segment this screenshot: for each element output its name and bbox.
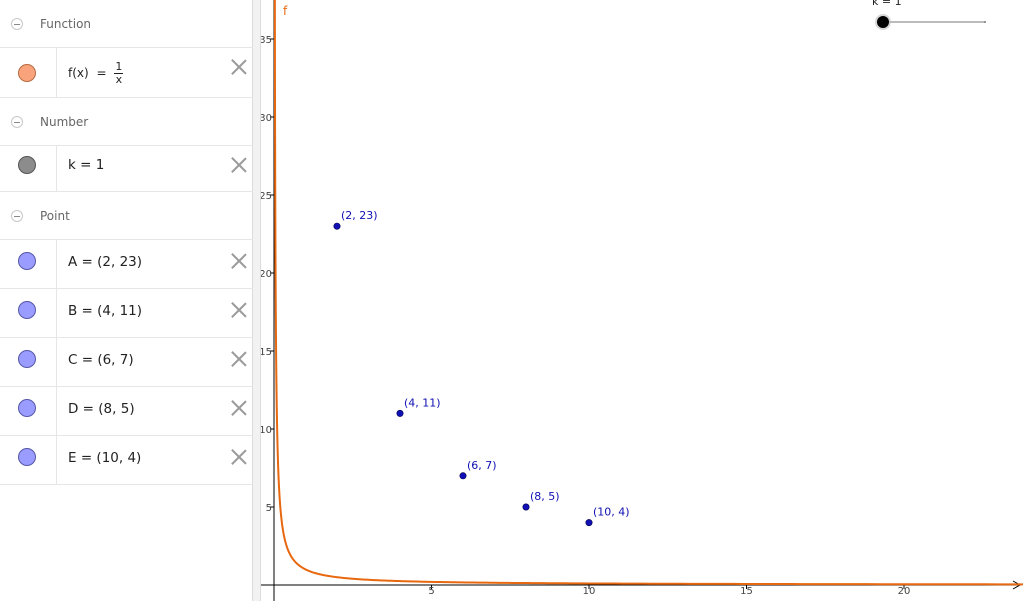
marble-cell <box>0 146 57 191</box>
algebra-row-function[interactable]: f(x) = 1 x <box>0 48 253 98</box>
visibility-marble-icon[interactable] <box>18 252 36 270</box>
algebra-row-point[interactable]: C = (6, 7) <box>0 338 253 387</box>
marble-cell <box>0 48 57 97</box>
slider-handle[interactable] <box>877 16 889 28</box>
slider-end <box>984 21 986 23</box>
delete-icon[interactable] <box>230 155 248 173</box>
algebra-view: Function f(x) = 1 x Number k = 1 Point A… <box>0 0 253 601</box>
point-marker[interactable] <box>522 503 530 511</box>
visibility-marble-icon[interactable] <box>18 448 36 466</box>
x-tick-label: 10 <box>583 586 596 597</box>
collapse-icon[interactable] <box>11 210 23 222</box>
point-definition[interactable]: A = (2, 23) <box>68 254 143 270</box>
collapse-icon[interactable] <box>11 18 23 30</box>
function-curve[interactable] <box>273 0 1023 586</box>
point-marker[interactable] <box>396 409 404 417</box>
y-tick-label: 15 <box>261 347 272 358</box>
point-label: (2, 23) <box>341 209 378 222</box>
marble-cell <box>0 387 57 435</box>
point-label: (10, 4) <box>593 506 630 519</box>
group-title-point: Point <box>40 209 70 223</box>
delete-icon[interactable] <box>230 57 248 75</box>
function-equals: = <box>96 66 107 80</box>
function-group-header[interactable]: Function <box>0 0 253 48</box>
graphics-view[interactable]: 510152025303540455101520253035 f (2, 23)… <box>261 0 1023 601</box>
slider-label: k = 1 <box>872 0 902 8</box>
delete-icon[interactable] <box>230 300 248 318</box>
number-definition[interactable]: k = 1 <box>68 157 105 173</box>
view-divider[interactable] <box>253 0 261 601</box>
function-fraction: 1 x <box>114 60 124 86</box>
point-label: (6, 7) <box>467 459 497 472</box>
function-definition[interactable]: f(x) = 1 x <box>68 60 124 86</box>
y-tick-label: 10 <box>261 425 272 436</box>
algebra-row-number[interactable]: k = 1 <box>0 146 253 192</box>
collapse-icon[interactable] <box>11 116 23 128</box>
point-marker[interactable] <box>459 472 467 480</box>
algebra-row-point[interactable]: B = (4, 11) <box>0 289 253 338</box>
point-definition[interactable]: C = (6, 7) <box>68 352 134 368</box>
y-tick-label: 5 <box>266 503 272 514</box>
y-tick-label: 30 <box>261 113 272 124</box>
y-tick-label: 25 <box>261 191 272 202</box>
point-definition[interactable]: D = (8, 5) <box>68 401 135 417</box>
tick-labels: 510152025303540455101520253035 <box>261 35 911 597</box>
delete-icon[interactable] <box>230 251 248 269</box>
axes <box>261 0 1022 601</box>
marble-cell <box>0 338 57 386</box>
x-tick-label: 5 <box>428 586 434 597</box>
visibility-marble-icon[interactable] <box>18 64 36 82</box>
points-layer: (2, 23) (4, 11) (6, 7) (8, 5) (10, 4) <box>333 209 630 527</box>
point-label: (4, 11) <box>404 396 441 409</box>
point-group-header[interactable]: Point <box>0 192 253 240</box>
marble-cell <box>0 240 57 288</box>
point-definition[interactable]: E = (10, 4) <box>68 450 142 466</box>
marble-cell <box>0 436 57 484</box>
fraction-denominator: x <box>115 73 123 86</box>
point-marker[interactable] <box>585 519 593 527</box>
delete-icon[interactable] <box>230 398 248 416</box>
visibility-marble-icon[interactable] <box>18 156 36 174</box>
function-label: f <box>283 4 288 18</box>
slider-k[interactable] <box>875 14 986 30</box>
visibility-marble-icon[interactable] <box>18 350 36 368</box>
y-tick-label: 35 <box>261 35 272 46</box>
delete-icon[interactable] <box>230 349 248 367</box>
x-tick-label: 15 <box>740 586 753 597</box>
delete-icon[interactable] <box>230 447 248 465</box>
algebra-row-point[interactable]: E = (10, 4) <box>0 436 253 485</box>
marble-cell <box>0 289 57 337</box>
visibility-marble-icon[interactable] <box>18 399 36 417</box>
y-tick-label: 20 <box>261 269 272 280</box>
visibility-marble-icon[interactable] <box>18 301 36 319</box>
group-title-number: Number <box>40 115 89 129</box>
algebra-row-point[interactable]: D = (8, 5) <box>0 387 253 436</box>
x-tick-label: 20 <box>898 586 911 597</box>
point-marker[interactable] <box>333 222 341 230</box>
algebra-row-point[interactable]: A = (2, 23) <box>0 240 253 289</box>
function-lhs: f(x) <box>68 66 89 80</box>
number-group-header[interactable]: Number <box>0 98 253 146</box>
fraction-numerator: 1 <box>114 60 124 74</box>
point-label: (8, 5) <box>530 490 560 503</box>
group-title-function: Function <box>40 17 92 31</box>
point-definition[interactable]: B = (4, 11) <box>68 303 143 319</box>
